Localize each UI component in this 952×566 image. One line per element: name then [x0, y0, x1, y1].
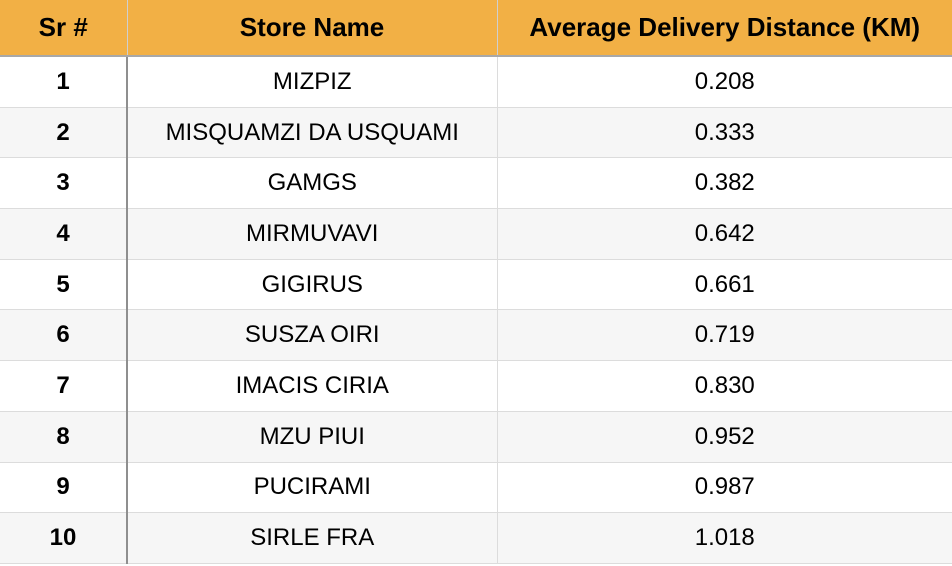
cell-sr: 8 — [0, 411, 128, 463]
cell-store-name: GIGIRUS — [127, 259, 498, 311]
cell-store-name: MZU PIUI — [127, 411, 498, 463]
cell-store-name: MIZPIZ — [127, 56, 498, 108]
table-row: 9 PUCIRAMI 0.987 — [0, 462, 952, 514]
cell-distance: 0.830 — [497, 360, 952, 412]
cell-store-name: SIRLE FRA — [127, 512, 498, 564]
table-row: 7 IMACIS CIRIA 0.830 — [0, 360, 952, 412]
header-average-delivery-distance: Average Delivery Distance (KM) — [497, 0, 952, 57]
table-header: Sr # Store Name Average Delivery Distanc… — [0, 0, 952, 57]
cell-distance: 1.018 — [497, 512, 952, 564]
cell-sr: 1 — [0, 56, 128, 108]
cell-sr: 10 — [0, 512, 128, 564]
cell-distance: 0.661 — [497, 259, 952, 311]
cell-store-name: MISQUAMZI DA USQUAMI — [127, 107, 498, 159]
table-row: 1 MIZPIZ 0.208 — [0, 56, 952, 108]
cell-store-name: IMACIS CIRIA — [127, 360, 498, 412]
cell-sr: 4 — [0, 208, 128, 260]
header-row: Sr # Store Name Average Delivery Distanc… — [0, 0, 952, 57]
cell-sr: 9 — [0, 462, 128, 514]
cell-distance: 0.952 — [497, 411, 952, 463]
cell-distance: 0.719 — [497, 309, 952, 362]
table-row: 6 SUSZA OIRI 0.719 — [0, 309, 952, 362]
table-row: 10 SIRLE FRA 1.018 — [0, 512, 952, 564]
cell-store-name: GAMGS — [127, 157, 498, 210]
cell-distance: 0.642 — [497, 208, 952, 260]
table-row: 8 MZU PIUI 0.952 — [0, 411, 952, 463]
cell-distance: 0.208 — [497, 56, 952, 108]
table-row: 3 GAMGS 0.382 — [0, 157, 952, 210]
cell-sr: 3 — [0, 157, 128, 210]
cell-sr: 5 — [0, 259, 128, 311]
cell-store-name: PUCIRAMI — [127, 462, 498, 514]
header-store-name: Store Name — [127, 0, 498, 57]
table-row: 2 MISQUAMZI DA USQUAMI 0.333 — [0, 107, 952, 159]
cell-distance: 0.987 — [497, 462, 952, 514]
cell-distance: 0.382 — [497, 157, 952, 210]
table-row: 4 MIRMUVAVI 0.642 — [0, 208, 952, 260]
cell-store-name: SUSZA OIRI — [127, 309, 498, 362]
cell-sr: 2 — [0, 107, 128, 159]
table-body: 1 MIZPIZ 0.208 2 MISQUAMZI DA USQUAMI 0.… — [0, 56, 952, 564]
header-sr: Sr # — [0, 0, 128, 57]
table-row: 5 GIGIRUS 0.661 — [0, 259, 952, 311]
cell-sr: 6 — [0, 309, 128, 362]
cell-distance: 0.333 — [497, 107, 952, 159]
cell-store-name: MIRMUVAVI — [127, 208, 498, 260]
cell-sr: 7 — [0, 360, 128, 412]
